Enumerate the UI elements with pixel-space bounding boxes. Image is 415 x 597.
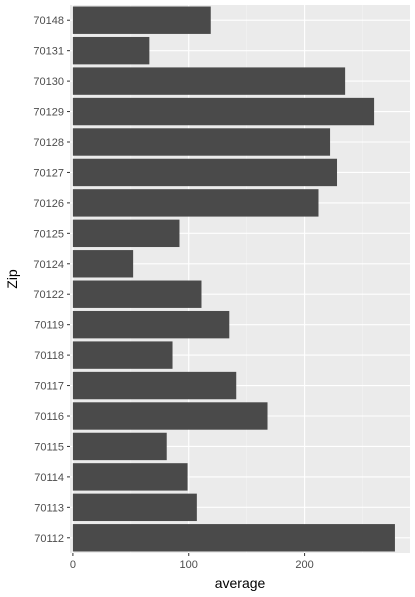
- y-tick-label: 70124: [33, 259, 64, 271]
- bar-70130: [72, 67, 346, 95]
- bar-70129: [72, 97, 375, 126]
- y-tick-label: 70127: [33, 167, 64, 179]
- y-tick-label: 70118: [34, 350, 64, 362]
- y-tick-label: 70126: [33, 198, 64, 210]
- x-tick-label: 200: [295, 559, 313, 571]
- y-tick-label: 70114: [34, 472, 64, 484]
- x-axis-ticks: 0 100 200: [70, 553, 314, 571]
- bar-70124: [72, 250, 134, 278]
- bar-70118: [72, 341, 173, 369]
- y-tick-label: 70112: [34, 533, 64, 545]
- y-tick-label: 70129: [33, 107, 64, 119]
- bar-70131: [72, 36, 150, 65]
- grid-minor: [130, 5, 363, 553]
- bar-70119: [72, 310, 230, 339]
- y-tick-label: 70115: [34, 441, 64, 453]
- y-tick-label: 70119: [34, 320, 64, 332]
- bars: [72, 6, 395, 552]
- bar-70125: [72, 219, 180, 248]
- y-axis-ticks: 70148 70131 70130 70129 70128 70127 70126 70125…: [33, 15, 70, 545]
- y-tick-label: 70131: [33, 46, 64, 58]
- bar-70113: [72, 493, 197, 522]
- y-tick-label: 70128: [33, 137, 64, 149]
- bar-70116: [72, 402, 268, 430]
- y-tick-label: 70122: [33, 289, 64, 301]
- bar-70148: [72, 6, 211, 34]
- bar-70126: [72, 189, 319, 217]
- bar-70112: [72, 524, 395, 552]
- bar-70122: [72, 280, 202, 308]
- y-tick-label: 70148: [33, 15, 64, 27]
- bar-70115: [72, 432, 167, 461]
- y-tick-label: 70125: [33, 228, 64, 240]
- bar-70128: [72, 128, 331, 156]
- x-axis-title: average: [215, 575, 266, 591]
- x-tick-label: 100: [180, 559, 198, 571]
- x-tick-label: 0: [70, 559, 76, 571]
- plot-panel: [70, 5, 410, 553]
- bar-70127: [72, 158, 338, 187]
- y-axis-title: Zip: [4, 269, 20, 289]
- y-tick-label: 70116: [34, 411, 64, 423]
- y-tick-label: 70113: [34, 502, 64, 514]
- bar-70117: [72, 371, 237, 400]
- y-tick-label: 70130: [33, 76, 64, 88]
- bar-70114: [72, 463, 188, 491]
- y-tick-label: 70117: [34, 381, 64, 393]
